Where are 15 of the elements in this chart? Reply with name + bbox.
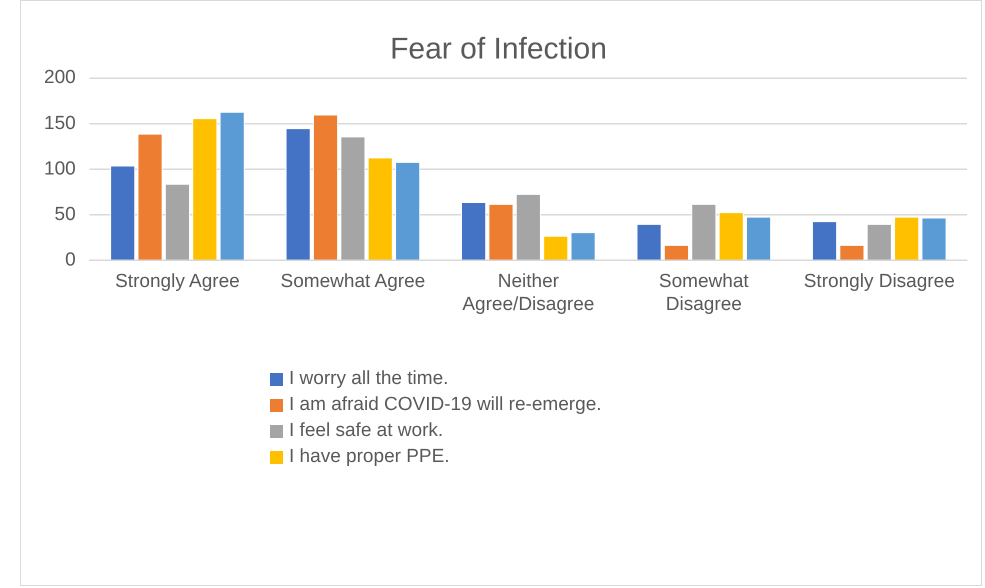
y-tick-label: 200 [44,67,76,88]
y-tick-label: 150 [44,112,76,134]
legend-label: I have proper PPE. [289,445,450,469]
x-tick-label: Neither Agree/Disagree [462,271,594,315]
legend-label: I feel safe at work. [289,419,444,443]
x-tick-label: Strongly Agree [115,271,240,292]
legend-label: I am afraid COVID-19 will re-emerge. [289,393,602,417]
y-tick-label: 0 [65,250,76,271]
x-tick-label: Somewhat Agree [280,271,426,292]
y-tick-label: 100 [44,158,76,180]
x-tick-label: Somewhat Disagree [658,271,750,315]
legend-label: I worry all the time. [289,367,448,391]
x-tick-label: Strongly Disagree [804,271,955,292]
chart-title: Fear of Infection [390,32,607,66]
y-tick-label: 50 [54,204,76,226]
